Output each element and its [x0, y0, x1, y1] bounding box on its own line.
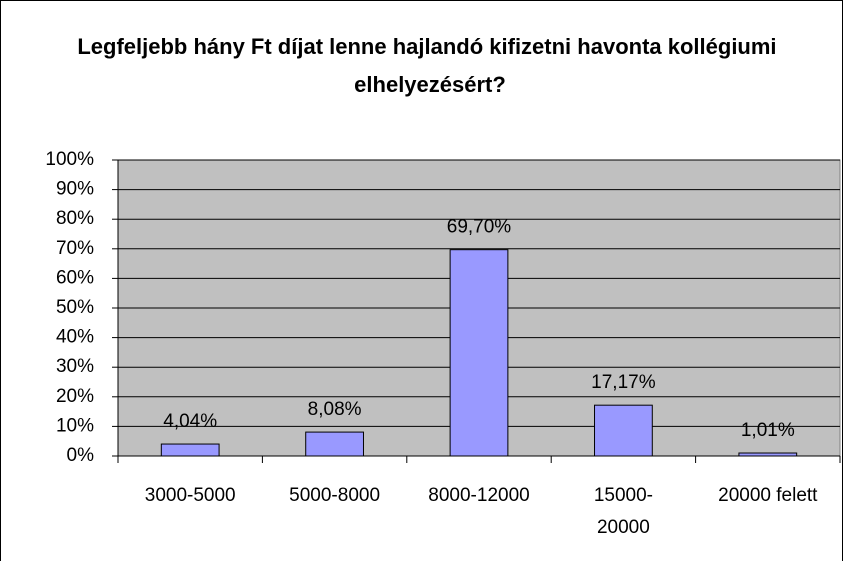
bar: [594, 404, 653, 457]
y-tick-label: 100%: [45, 149, 94, 170]
y-tick-label: 40%: [56, 327, 94, 348]
y-tick-label: 30%: [56, 356, 94, 377]
y-tick-label: 10%: [56, 415, 94, 436]
data-label: 8,08%: [308, 399, 362, 420]
y-tick-label: 50%: [56, 297, 94, 318]
y-tick-label: 60%: [56, 267, 94, 288]
data-label: 1,01%: [741, 420, 795, 441]
x-tick-label: 8000-12000: [428, 485, 529, 506]
y-tick-label: 70%: [56, 238, 94, 259]
x-tick-label: 5000-8000: [289, 485, 380, 506]
data-label: 69,70%: [447, 217, 512, 238]
x-tick-label: 20000 felett: [718, 485, 818, 506]
bar: [305, 431, 364, 457]
y-tick-label: 90%: [56, 179, 94, 200]
x-tick-label: 3000-5000: [145, 485, 236, 506]
y-tick-label: 80%: [56, 208, 94, 229]
bar: [160, 443, 220, 457]
bar: [449, 249, 509, 457]
y-tick-label: 0%: [67, 445, 95, 466]
bar: [738, 452, 798, 457]
x-tick-label: 15000-20000: [594, 485, 653, 538]
data-label: 17,17%: [591, 372, 656, 393]
chart-title: Legfeljebb hány Ft díjat lenne hajlandó …: [77, 34, 782, 97]
data-label: 4,04%: [163, 411, 217, 432]
y-tick-label: 20%: [56, 386, 94, 407]
